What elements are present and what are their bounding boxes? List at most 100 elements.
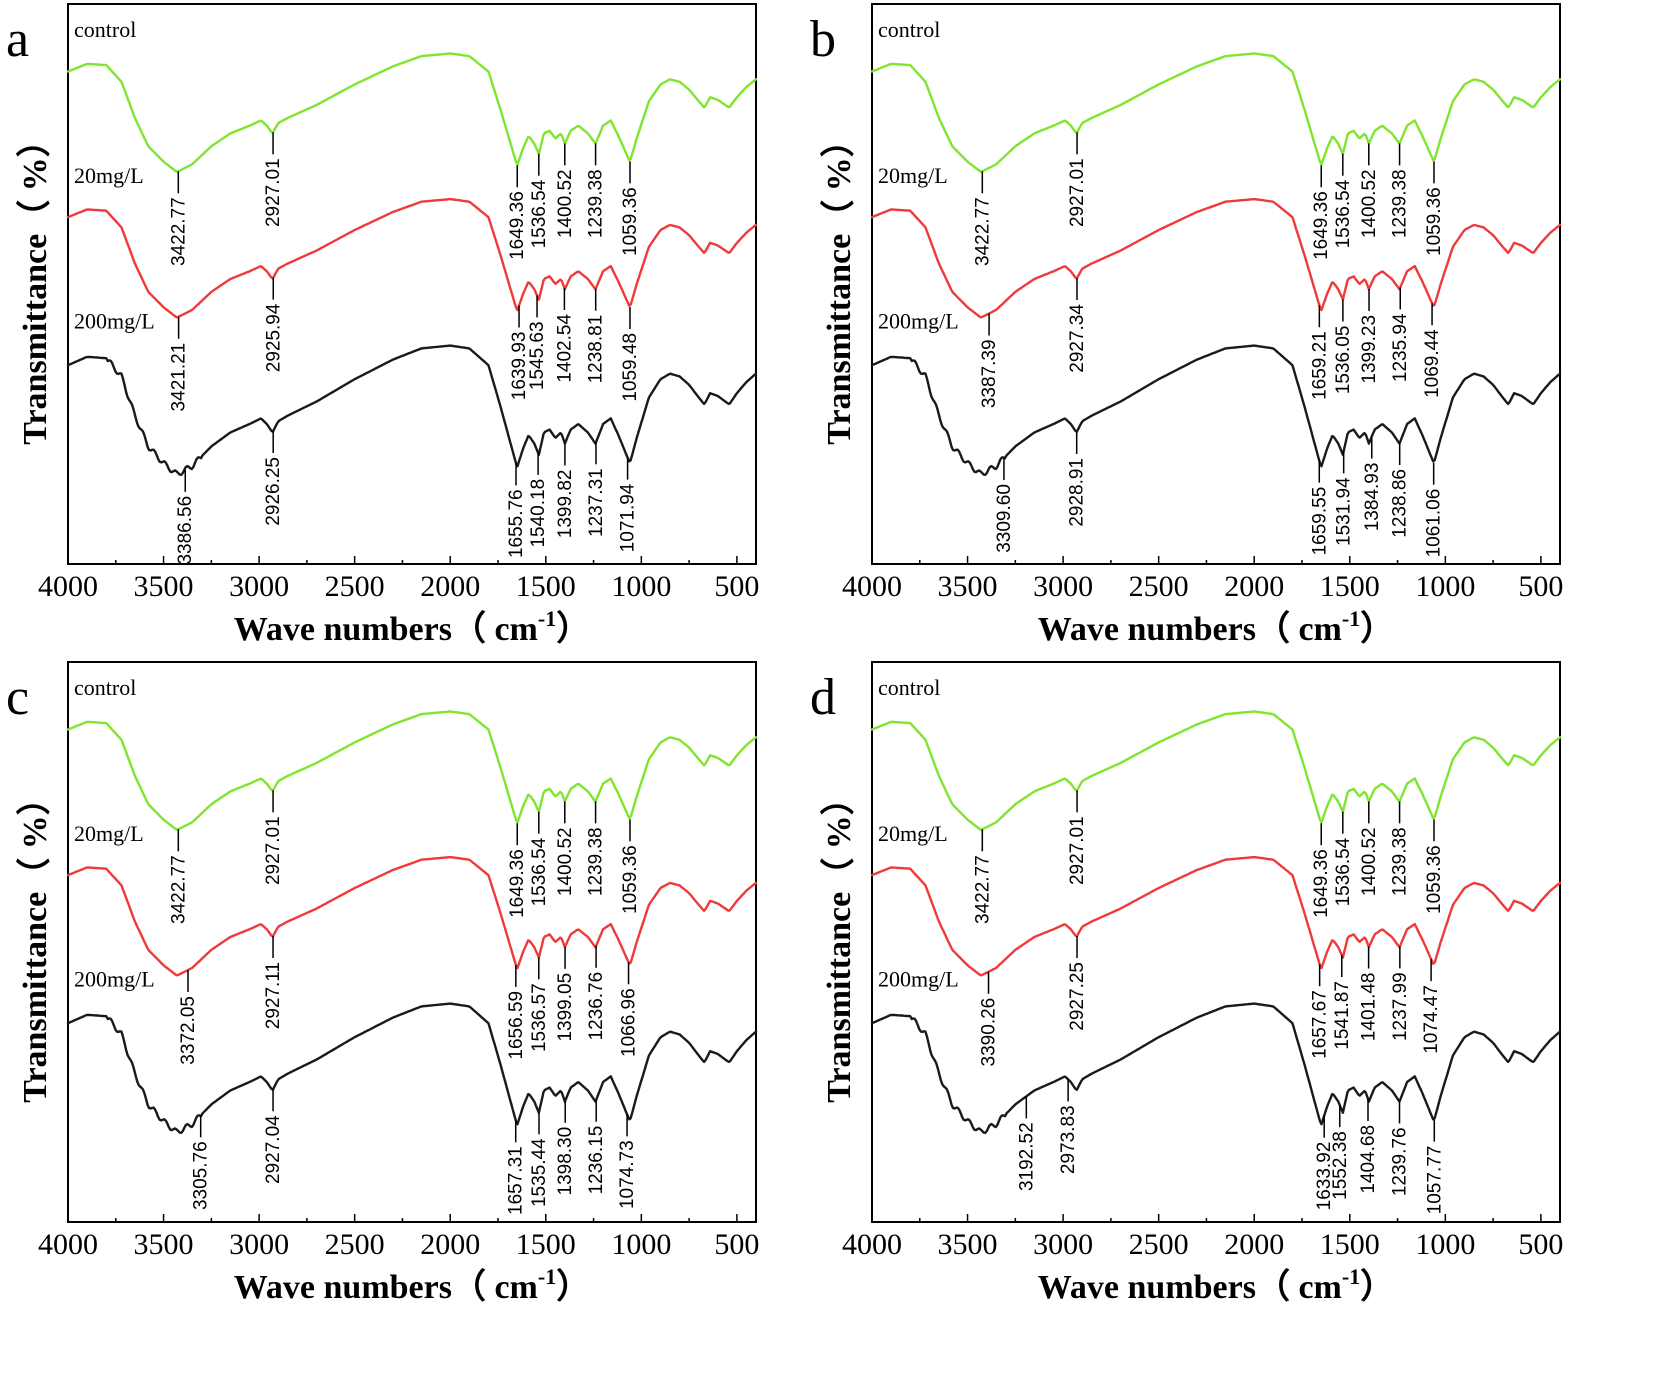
peak-label: 1400.52 <box>555 169 576 238</box>
x-tick-label: 3500 <box>938 1228 998 1261</box>
x-tick-label: 1500 <box>1320 570 1380 603</box>
y-axis-label: Transmittance（ %） <box>15 781 54 1102</box>
peak-label: 3372.05 <box>178 996 199 1065</box>
series-line-control <box>870 710 1562 831</box>
panel-b: 4000 3500 3000 2500 2000 1500 1000 500 Wave numb… <box>810 3 1563 648</box>
peak-label: 1059.36 <box>1424 845 1445 914</box>
x-tick-label: 3000 <box>1033 1228 1093 1261</box>
peak-label: 2927.01 <box>263 816 284 885</box>
series-line-20mgl <box>870 855 1562 977</box>
peak-label: 3305.76 <box>191 1141 212 1210</box>
peak-label: 1235.94 <box>1390 313 1411 382</box>
x-tick-label: 2500 <box>1129 570 1189 603</box>
peak-label: 1071.94 <box>618 483 639 552</box>
x-tick-label: 4000 <box>842 570 902 603</box>
peak-label: 1238.86 <box>1390 469 1411 538</box>
peak-label: 2926.25 <box>263 457 284 526</box>
panel-a: 4000 3500 3000 2500 2000 1500 1000 500 Wave numb… <box>6 3 759 648</box>
series-line-200mgl <box>870 344 1562 477</box>
peak-label: 2973.83 <box>1058 1105 1079 1174</box>
x-tick-label: 500 <box>1518 1228 1563 1261</box>
peak-label: 1059.36 <box>620 187 641 256</box>
x-tick-label: 3000 <box>1033 570 1093 603</box>
peak-label: 1239.38 <box>586 169 607 238</box>
peak-label: 1402.54 <box>554 314 575 383</box>
series-line-200mgl <box>66 1002 758 1135</box>
peak-label: 1236.15 <box>586 1126 607 1195</box>
peak-label: 1059.48 <box>620 333 641 402</box>
peak-label: 1541.87 <box>1332 981 1353 1050</box>
peak-label: 3309.60 <box>994 484 1015 553</box>
peak-label: 1057.77 <box>1424 1146 1445 1215</box>
x-tick-label: 1000 <box>1415 1228 1475 1261</box>
series-label: 200mg/L <box>878 308 959 333</box>
peak-label: 1404.68 <box>1358 1125 1379 1194</box>
x-tick-label: 4000 <box>38 570 98 603</box>
peak-label: 2925.94 <box>263 303 284 372</box>
plot-frame <box>871 661 1561 1223</box>
panel-letter: b <box>810 11 836 68</box>
series-label: 20mg/L <box>74 163 144 188</box>
series-label: control <box>74 17 136 42</box>
x-tick-label: 1500 <box>1320 1228 1380 1261</box>
x-tick-label: 1000 <box>611 1228 671 1261</box>
series-label: control <box>878 675 940 700</box>
peak-label: 2927.01 <box>1067 158 1088 227</box>
peak-label: 1061.06 <box>1424 489 1445 558</box>
x-axis-label: Wave numbers（ cm-1） <box>234 606 590 648</box>
x-axis-label: Wave numbers（ cm-1） <box>234 1264 590 1306</box>
x-tick-label: 2500 <box>325 1228 385 1261</box>
x-tick-label: 2500 <box>325 570 385 603</box>
peak-label: 2927.11 <box>263 962 284 1029</box>
peak-label: 1238.81 <box>586 315 607 384</box>
x-tick-label: 1000 <box>1415 570 1475 603</box>
x-tick-label: 500 <box>714 1228 759 1261</box>
series-label: 200mg/L <box>74 308 155 333</box>
peak-label: 3387.39 <box>979 339 1000 408</box>
peak-label: 1536.54 <box>1333 179 1354 248</box>
peak-label: 1536.54 <box>1333 837 1354 906</box>
x-tick-label: 2000 <box>420 570 480 603</box>
plot-frame <box>871 3 1561 565</box>
x-tick-label: 3500 <box>938 570 998 603</box>
x-tick-label: 4000 <box>842 1228 902 1261</box>
series-label: control <box>74 675 136 700</box>
peak-label: 3386.56 <box>175 496 196 565</box>
peak-label: 1239.76 <box>1390 1127 1411 1196</box>
series-line-20mgl <box>66 855 758 977</box>
y-axis-label: Transmittance（ %） <box>819 123 858 444</box>
peak-label: 1540.18 <box>528 479 549 548</box>
panel-d: 4000 3500 3000 2500 2000 1500 1000 500 Wave numb… <box>810 661 1563 1306</box>
peak-label: 1398.30 <box>555 1127 576 1196</box>
x-tick-label: 2000 <box>1224 570 1284 603</box>
peak-label: 2927.01 <box>1067 816 1088 885</box>
peak-label: 1657.67 <box>1310 990 1331 1059</box>
series-line-200mgl <box>870 1002 1562 1135</box>
peak-label: 1536.54 <box>529 179 550 248</box>
peak-label: 3422.77 <box>972 855 993 924</box>
peak-label: 1399.05 <box>555 973 576 1042</box>
y-axis-label: Transmittance（ %） <box>15 123 54 444</box>
peak-label: 2928.91 <box>1067 458 1088 527</box>
peak-label: 1531.94 <box>1334 477 1355 546</box>
peak-label: 1400.52 <box>1359 827 1380 896</box>
peak-label: 1400.52 <box>1359 169 1380 238</box>
x-tick-label: 3000 <box>229 570 289 603</box>
peak-label: 1236.76 <box>586 972 607 1041</box>
series-label: 200mg/L <box>878 966 959 991</box>
series-line-20mgl <box>66 197 758 319</box>
peak-label: 1659.55 <box>1309 487 1330 556</box>
peak-label: 1401.48 <box>1359 973 1380 1042</box>
peak-label: 1237.99 <box>1390 972 1411 1041</box>
series-line-control <box>870 52 1562 173</box>
peak-label: 1239.38 <box>586 827 607 896</box>
peak-label: 1535.44 <box>529 1138 550 1207</box>
peak-label: 1655.76 <box>506 489 527 558</box>
x-tick-label: 500 <box>1518 570 1563 603</box>
peak-label: 2927.25 <box>1067 962 1088 1031</box>
x-tick-label: 2500 <box>1129 1228 1189 1261</box>
x-tick-label: 1500 <box>516 1228 576 1261</box>
series-line-control <box>66 710 758 831</box>
series-line-20mgl <box>870 197 1562 319</box>
peak-label: 1399.82 <box>555 470 576 539</box>
